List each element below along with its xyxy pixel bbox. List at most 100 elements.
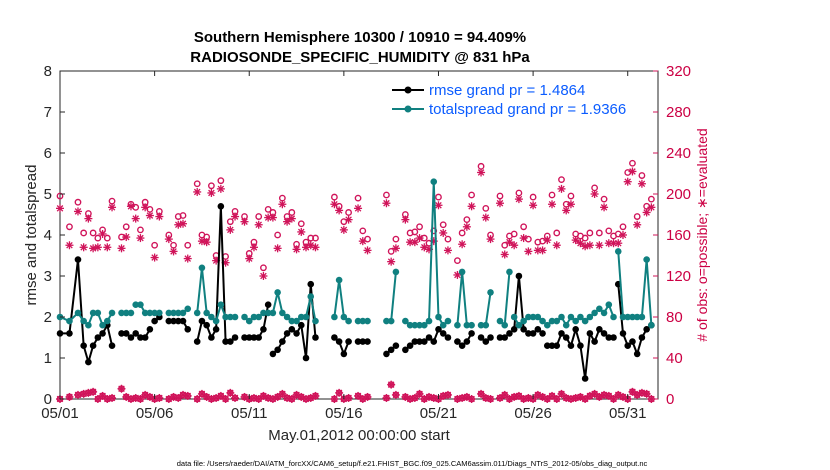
obs-count-bottom-star	[486, 395, 495, 403]
rmse-point	[534, 326, 542, 333]
obs-evaluated-marker	[273, 244, 282, 253]
obs-count-bottom-star-stroke	[122, 393, 130, 401]
obs-evaluated-marker-stroke	[80, 244, 87, 251]
rmse-point	[581, 375, 589, 382]
obs-possible-marker	[207, 182, 215, 190]
obs-evaluated-marker-stroke	[515, 195, 523, 203]
obs-count-bottom-star-stroke	[170, 393, 177, 401]
obs-count-bottom-star-stroke	[141, 391, 149, 399]
rmse-point	[108, 342, 116, 350]
obs-evaluated-marker	[344, 215, 353, 224]
obs-evaluated-marker	[339, 225, 348, 234]
obs-possible-marker	[392, 235, 400, 243]
obs-possible-marker	[330, 193, 338, 201]
obs-evaluated-marker-stroke	[624, 178, 632, 185]
obs-evaluated-marker	[519, 234, 528, 243]
obs-evaluated-marker	[73, 207, 82, 216]
spread-point	[463, 321, 471, 329]
obs-evaluated-marker	[647, 203, 656, 212]
obs-evaluated-marker-stroke	[577, 239, 584, 247]
obs-count-bottom-star-stroke	[600, 391, 608, 399]
x-tick-label: 05/01	[41, 405, 79, 422]
obs-evaluated-marker	[65, 241, 74, 250]
obs-count-bottom-star	[628, 387, 637, 396]
obs-count-bottom-star-stroke	[118, 385, 125, 393]
obs-evaluated-marker	[562, 206, 571, 215]
rmse-point	[99, 330, 106, 337]
obs-evaluated-marker	[618, 231, 627, 239]
x-tick-label: 05/26	[514, 405, 552, 422]
spread-point	[222, 313, 229, 321]
obs-count-bottom-star-stroke	[203, 393, 210, 401]
spread-point	[638, 313, 646, 321]
obs-count-bottom-star-stroke	[577, 393, 584, 401]
x-tick-label: 05/11	[231, 405, 267, 422]
obs-evaluated-marker-stroke	[482, 214, 490, 221]
rmse-point	[288, 326, 296, 333]
rmse-point	[435, 326, 442, 333]
rmse-point	[212, 326, 220, 333]
obs-count-bottom-star-stroke	[501, 391, 509, 399]
obs-possible-marker	[524, 235, 532, 243]
spread-point	[515, 321, 523, 329]
obs-evaluated-marker	[179, 219, 188, 228]
spread-point	[85, 321, 92, 329]
rmse-point	[250, 334, 258, 341]
obs-evaluated-marker	[434, 201, 443, 210]
obs-count-bottom-star-stroke	[241, 393, 248, 401]
obs-evaluated-marker	[207, 188, 216, 197]
obs-evaluated-marker	[354, 204, 363, 213]
y-tick-label: 2	[44, 309, 52, 326]
spread-point	[510, 313, 518, 321]
obs-possible-marker	[468, 191, 475, 199]
obs-evaluated-marker	[382, 199, 391, 208]
obs-possible-marker	[439, 221, 447, 229]
spread-point	[66, 317, 73, 325]
rmse-point	[430, 338, 438, 345]
obs-evaluated-marker-stroke	[104, 244, 111, 251]
y2-tick-label: 120	[666, 268, 691, 285]
obs-evaluated-marker-stroke	[605, 239, 613, 247]
obs-evaluated-marker	[103, 243, 112, 252]
plot-area	[59, 70, 659, 400]
rmse-point	[245, 334, 253, 341]
obs-evaluated-marker	[231, 212, 240, 221]
obs-count-bottom-star	[84, 388, 93, 397]
rmse-point	[302, 354, 310, 362]
obs-count-bottom-star	[382, 393, 391, 402]
obs-possible-marker	[539, 237, 546, 245]
obs-evaluated-marker-stroke	[141, 204, 149, 211]
obs-evaluated-marker	[595, 241, 604, 250]
obs-evaluated-marker	[533, 246, 542, 255]
obs-evaluated-marker-stroke	[463, 223, 471, 231]
spread-point	[534, 313, 542, 321]
rmse-point	[85, 358, 92, 366]
obs-evaluated-marker	[391, 244, 400, 253]
obs-evaluated-marker	[126, 202, 135, 211]
spread-point	[208, 313, 215, 321]
obs-possible-marker	[586, 229, 594, 237]
rmse-point	[591, 338, 598, 345]
rmse-point	[402, 346, 409, 354]
rmse-point	[425, 334, 433, 341]
obs-evaluated-marker-stroke	[387, 258, 395, 265]
spread-point	[212, 317, 220, 325]
obs-evaluated-marker-stroke	[331, 200, 338, 208]
obs-possible-marker	[633, 213, 641, 220]
obs-count-bottom-star	[117, 384, 126, 393]
obs-possible-marker	[74, 198, 82, 206]
rmse-line-segment	[60, 258, 114, 364]
rmse-point	[118, 330, 125, 337]
rmse-point	[468, 330, 475, 337]
rmse-point	[577, 342, 584, 350]
obs-evaluated-marker	[254, 220, 263, 229]
spread-point	[132, 301, 139, 309]
obs-evaluated-marker-stroke	[643, 209, 650, 216]
rmse-point	[269, 350, 277, 358]
rmse-point	[255, 334, 263, 341]
obs-possible-marker	[496, 192, 504, 200]
spread-point	[241, 313, 248, 321]
rmse-point	[567, 342, 575, 350]
obs-count-bottom-star-stroke	[297, 393, 305, 401]
spread-point	[331, 313, 338, 321]
